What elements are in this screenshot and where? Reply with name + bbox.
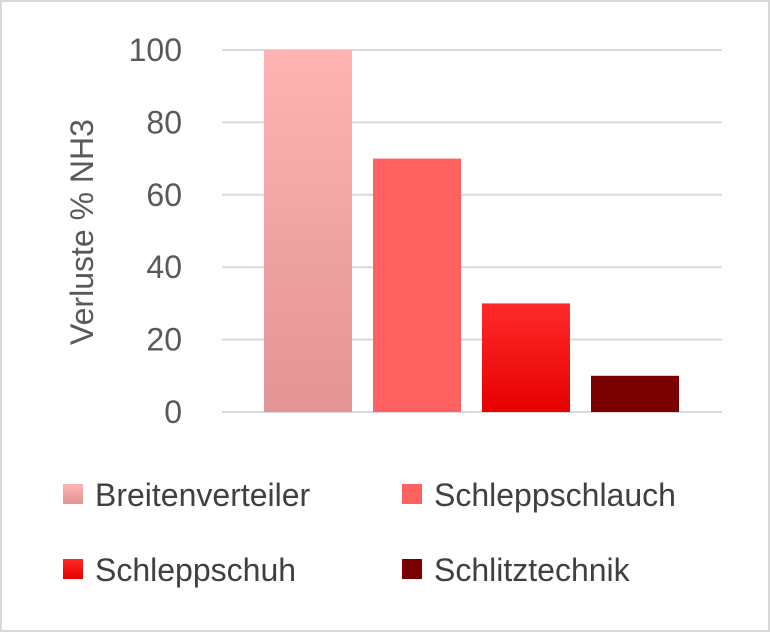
bar-schleppschlauch <box>373 158 461 412</box>
bar-schleppschuh <box>482 303 570 412</box>
legend-label-schleppschlauch: Schleppschlauch <box>434 477 676 513</box>
y-tick-labels: 0 20 40 60 80 100 <box>129 32 182 430</box>
y-tick-label: 20 <box>146 322 182 358</box>
legend: Breitenverteiler Schleppschlauch Schleppsc… <box>63 477 676 588</box>
y-tick-label: 100 <box>129 32 182 68</box>
bar-breitenverteiler <box>264 50 352 412</box>
y-tick-label: 60 <box>146 177 182 213</box>
y-tick-label: 80 <box>146 104 182 140</box>
legend-swatch-breitenverteiler <box>63 484 83 504</box>
legend-swatch-schleppschlauch <box>402 484 422 504</box>
bar-schlitztechnik <box>591 375 679 412</box>
y-tick-label: 40 <box>146 249 182 285</box>
legend-label-breitenverteiler: Breitenverteiler <box>95 477 311 513</box>
y-axis-label: Verluste % NH3 <box>64 119 100 345</box>
legend-label-schleppschuh: Schleppschuh <box>95 552 296 588</box>
legend-swatch-schleppschuh <box>63 559 83 579</box>
legend-swatch-schlitztechnik <box>402 559 422 579</box>
bars <box>264 50 679 412</box>
y-tick-label: 0 <box>164 394 182 430</box>
legend-label-schlitztechnik: Schlitztechnik <box>434 552 631 588</box>
